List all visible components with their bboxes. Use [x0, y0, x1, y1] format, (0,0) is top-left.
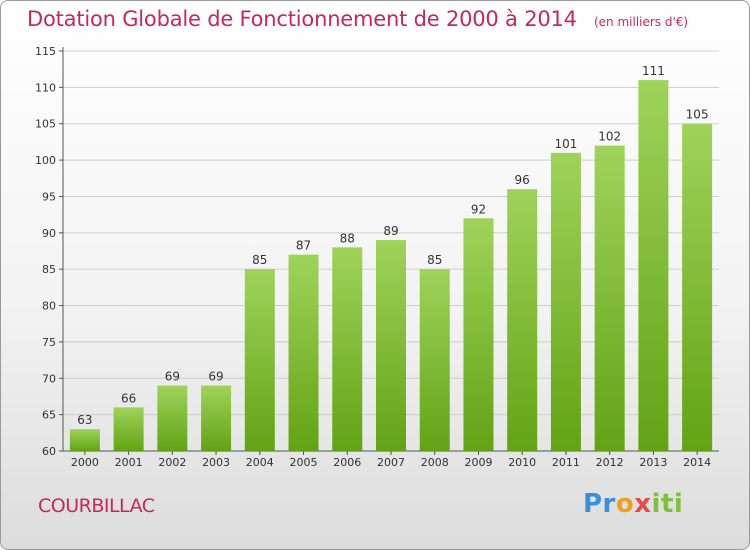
chart-subtitle: (en milliers d'€)	[593, 15, 689, 29]
x-tick-label: 2006	[333, 456, 361, 469]
x-tick-label: 2010	[508, 456, 536, 469]
bar	[332, 247, 363, 451]
x-tick-label: 2005	[290, 456, 318, 469]
data-label: 92	[471, 202, 486, 216]
chart-header: Dotation Globale de Fonctionnement de 20…	[27, 7, 688, 31]
logo-part-3: x	[634, 489, 652, 519]
bar	[201, 385, 232, 451]
logo-part-2: o	[615, 489, 635, 519]
data-label: 96	[515, 173, 530, 187]
bar	[594, 145, 625, 451]
x-tick-label: 2003	[202, 456, 230, 469]
data-label: 63	[77, 413, 92, 427]
logo-part-4: iti	[651, 489, 684, 519]
bar	[244, 269, 275, 451]
x-tick-label: 2007	[377, 456, 405, 469]
x-tick-label: 2011	[552, 456, 580, 469]
y-tick-label: 70	[42, 372, 56, 385]
bar	[288, 254, 319, 451]
y-tick-label: 95	[42, 190, 56, 203]
y-tick-label: 75	[42, 336, 56, 349]
data-label: 89	[383, 224, 398, 238]
y-tick-label: 100	[35, 154, 56, 167]
y-tick-label: 60	[42, 445, 56, 458]
bar	[113, 407, 144, 451]
x-tick-label: 2013	[639, 456, 667, 469]
x-tick-label: 2014	[683, 456, 711, 469]
y-tick-label: 110	[35, 81, 56, 94]
y-tick-label: 80	[42, 300, 56, 313]
y-tick-label: 90	[42, 227, 56, 240]
y-tick-label: 85	[42, 263, 56, 276]
proxiti-logo[interactable]: Proxiti	[583, 489, 683, 519]
data-label: 111	[642, 64, 665, 78]
data-label: 85	[252, 253, 267, 267]
data-label: 105	[686, 108, 709, 122]
y-tick-label: 65	[42, 409, 56, 422]
x-tick-label: 2000	[71, 456, 99, 469]
x-tick-label: 2012	[596, 456, 624, 469]
data-label: 66	[121, 391, 136, 405]
data-label: 69	[165, 370, 180, 384]
x-tick-label: 2008	[421, 456, 449, 469]
commune-name: COURBILLAC	[38, 495, 155, 517]
bar	[419, 269, 450, 451]
bar	[682, 123, 713, 452]
data-label: 102	[598, 130, 621, 144]
bar	[157, 385, 188, 451]
bar	[463, 218, 494, 451]
y-tick-label: 115	[35, 45, 56, 58]
x-tick-label: 2001	[115, 456, 143, 469]
data-label: 85	[427, 253, 442, 267]
x-tick-label: 2009	[464, 456, 492, 469]
bar	[638, 80, 669, 451]
logo-part-1: Pr	[583, 489, 616, 519]
data-label: 69	[208, 370, 223, 384]
data-label: 101	[554, 137, 577, 151]
x-tick-label: 2004	[246, 456, 274, 469]
data-label: 87	[296, 239, 311, 253]
chart-title: Dotation Globale de Fonctionnement de 20…	[27, 7, 577, 31]
bar	[69, 429, 100, 451]
bar	[550, 152, 581, 451]
y-tick-label: 105	[35, 118, 56, 131]
x-tick-label: 2002	[158, 456, 186, 469]
bar	[507, 189, 538, 451]
data-label: 88	[340, 231, 355, 245]
bar	[376, 240, 406, 451]
